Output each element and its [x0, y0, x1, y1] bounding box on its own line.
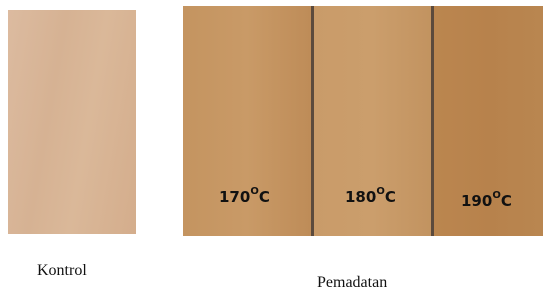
caption: Kontrol — [37, 262, 87, 280]
control-sample-photo — [8, 10, 136, 234]
degree-sup: O — [492, 190, 501, 201]
temperature-label: 190OC — [461, 192, 512, 210]
degree-sup: O — [250, 186, 259, 197]
unit: C — [385, 188, 396, 206]
unit: C — [259, 188, 270, 206]
degree-sup: O — [376, 186, 385, 197]
page: 170OC 180OC 190OC Kontrol Pemadatan (() … — [0, 0, 543, 294]
temperature-label: 180OC — [345, 188, 396, 206]
treated-samples-photo: 170OC 180OC 190OC — [183, 6, 543, 236]
divider — [431, 6, 434, 236]
temperature-label: 170OC — [219, 188, 270, 206]
temperature: 170 — [219, 188, 250, 206]
caption: Pemadatan — [317, 274, 387, 292]
divider — [311, 6, 314, 236]
unit: C — [501, 192, 512, 210]
temperature: 180 — [345, 188, 376, 206]
temperature: 190 — [461, 192, 492, 210]
